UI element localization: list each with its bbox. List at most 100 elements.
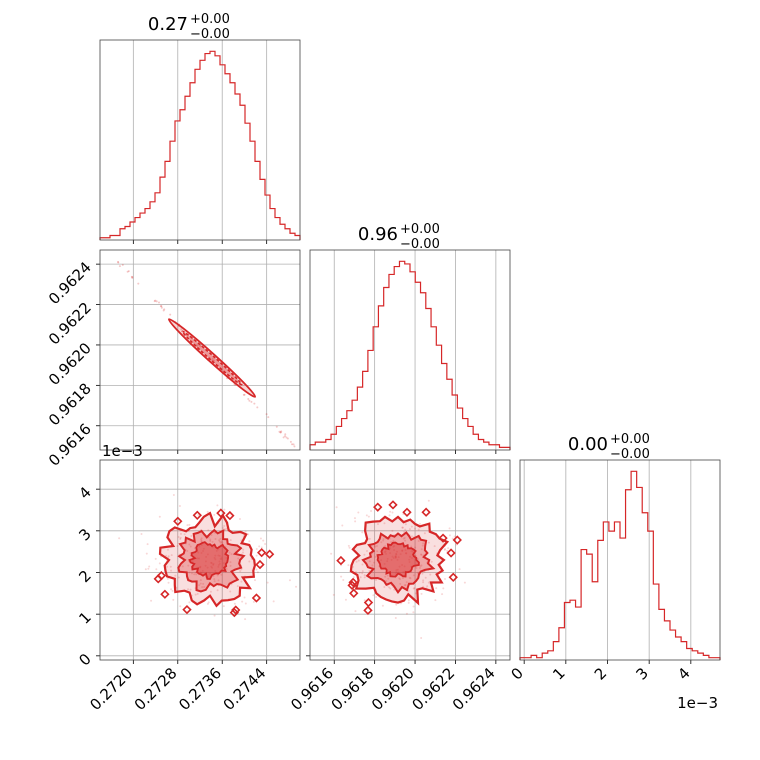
scatter-bc-point-26 [375,596,378,599]
hist-a-bin-34 [270,209,275,240]
scatter-ac-point-47 [188,543,191,546]
hist-c-bin-21 [637,487,643,660]
scatter-ab-point-67 [285,436,288,439]
scatter-ac-point-90 [230,553,233,556]
hist-c-title-value: 0.00 [568,434,608,455]
scatter-bc-point-226 [332,593,335,596]
scatter-ab-ytick-label-4: 0.9624 [45,258,95,308]
scatter-bc-point-164 [403,565,406,568]
scatter-ac-island-1 [251,593,262,603]
scatter-bc-point-10 [376,523,379,526]
scatter-ac-point-229 [176,544,179,547]
scatter-bc-point-111 [344,598,347,601]
scatter-ac-point-149 [200,540,203,543]
hist-c-bin-10 [576,607,582,660]
scatter-ac-point-83 [198,557,201,560]
scatter-ac-point-171 [177,535,180,538]
scatter-ac-island-12 [231,605,241,615]
scatter-ab-point-33 [284,435,287,438]
hist-a-bin-4 [120,229,125,240]
scatter-bc-point-150 [381,604,384,607]
scatter-ac-point-76 [233,602,236,605]
scatter-bc-point-60 [405,612,408,615]
hist-a-frame [99,39,301,241]
hist-c-xtick-label-2: 2 [591,664,610,683]
hist-b-bin-10 [363,371,368,450]
scatter-ab-point-12 [195,345,198,348]
scatter-bc-point-155 [423,532,426,535]
scatter-ac-point-253 [260,546,263,549]
scatter-ac-point-107 [255,554,258,557]
scatter-ab-ytick-label-2: 0.9620 [45,339,95,389]
scatter-ac-point-124 [147,567,150,570]
hist-c-bin-13 [592,582,598,660]
scatter-bc-point-105 [385,580,388,583]
scatter-ac-point-114 [189,588,192,591]
scatter-ac-point-91 [214,537,217,540]
scatter-ac-point-20 [222,562,225,565]
scatter-ac-island-11 [216,508,226,518]
scatter-ac-point-207 [243,596,246,599]
scatter-ac-point-205 [214,554,217,557]
scatter-ac-point-34 [169,565,172,568]
scatter-ac-point-165 [197,551,200,554]
scatter-bc-island-7 [421,507,431,517]
hist-a-bin-38 [290,233,295,240]
scatter-ac-point-135 [144,568,147,571]
scatter-ac-island-5 [173,516,183,526]
hist-a-bin-21 [205,54,210,240]
scatter-bc-point-109 [392,545,395,548]
hist-c-bin-24 [653,584,659,660]
hist-c-xtick-label-0: 0 [508,664,527,683]
scatter-ac-xtick-label-3: 0.2744 [220,664,270,714]
scatter-ac-point-259 [225,568,228,571]
scatter-bc-point-71 [412,605,415,608]
scatter-ac-frame [99,459,301,661]
scatter-ab-point-63 [121,263,124,266]
hist-b-bin-0 [310,445,315,450]
hist-b-bin-4 [331,434,336,450]
scatter-ac-point-45 [213,614,216,617]
scatter-bc-point-67 [353,517,356,520]
scatter-ac-point-11 [248,560,251,563]
scatter-bc-point-35 [330,552,333,555]
scatter-bc-point-5 [427,541,430,544]
scatter-bc-point-250 [443,548,446,551]
hist-b-bin-32 [478,440,483,450]
scatter-bc-point-104 [363,574,366,577]
scatter-bc-island-6 [452,535,462,545]
hist-a-bin-23 [215,56,220,240]
panel-hist-b: 0.96 +0.00−0.00 [309,222,511,454]
scatter-bc-point-152 [458,568,461,571]
scatter-bc-point-132 [363,553,366,556]
scatter-ac-point-141 [216,504,219,507]
scatter-bc-point-112 [386,560,389,563]
scatter-bc-point-14 [401,549,404,552]
scatter-bc-point-65 [388,586,391,589]
scatter-ac-point-82 [225,556,228,559]
scatter-ac-point-121 [206,553,209,556]
scatter-bc-point-141 [419,522,422,525]
hist-b-bin-30 [468,426,473,450]
scatter-ac-point-17 [216,589,219,592]
scatter-ac-point-81 [213,578,216,581]
hist-c-bin-14 [598,540,604,660]
scatter-ac-point-221 [213,513,216,516]
scatter-bc-point-102 [433,545,436,548]
hist-c-bin-17 [614,522,620,660]
hist-a-bin-35 [275,218,280,240]
scatter-ac-point-153 [188,601,191,604]
scatter-ac-point-103 [212,562,215,565]
scatter-ac-point-192 [154,557,157,560]
scatter-ac-point-86 [166,565,169,568]
scatter-bc-point-17 [389,545,392,548]
scatter-bc-point-166 [389,587,392,590]
scatter-bc-point-6 [396,568,399,571]
scatter-bc-point-194 [395,603,398,606]
scatter-bc-point-4 [361,570,364,573]
scatter-ac-point-222 [258,545,261,548]
hist-c-xtick-label-4: 4 [674,664,693,683]
scatter-bc-point-72 [396,558,399,561]
scatter-bc-point-200 [404,552,407,555]
